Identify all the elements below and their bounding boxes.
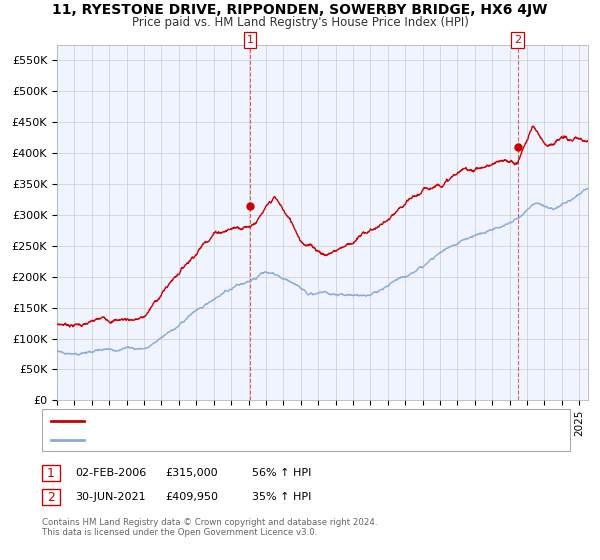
Text: Price paid vs. HM Land Registry's House Price Index (HPI): Price paid vs. HM Land Registry's House … [131,16,469,29]
Text: 11, RYESTONE DRIVE, RIPPONDEN, SOWERBY BRIDGE, HX6 4JW (detached house): 11, RYESTONE DRIVE, RIPPONDEN, SOWERBY B… [87,417,494,426]
Text: 1: 1 [47,466,55,480]
Text: 1: 1 [247,35,253,45]
Text: 2: 2 [514,35,521,45]
Text: HPI: Average price, detached house, Calderdale: HPI: Average price, detached house, Cald… [87,435,325,445]
Text: Contains HM Land Registry data © Crown copyright and database right 2024.
This d: Contains HM Land Registry data © Crown c… [42,518,377,538]
Text: 56% ↑ HPI: 56% ↑ HPI [252,468,311,478]
Text: £315,000: £315,000 [165,468,218,478]
Text: 30-JUN-2021: 30-JUN-2021 [75,492,146,502]
Text: 02-FEB-2006: 02-FEB-2006 [75,468,146,478]
Text: 2: 2 [47,491,55,504]
Text: 35% ↑ HPI: 35% ↑ HPI [252,492,311,502]
Text: £409,950: £409,950 [165,492,218,502]
Text: 11, RYESTONE DRIVE, RIPPONDEN, SOWERBY BRIDGE, HX6 4JW: 11, RYESTONE DRIVE, RIPPONDEN, SOWERBY B… [52,3,548,17]
